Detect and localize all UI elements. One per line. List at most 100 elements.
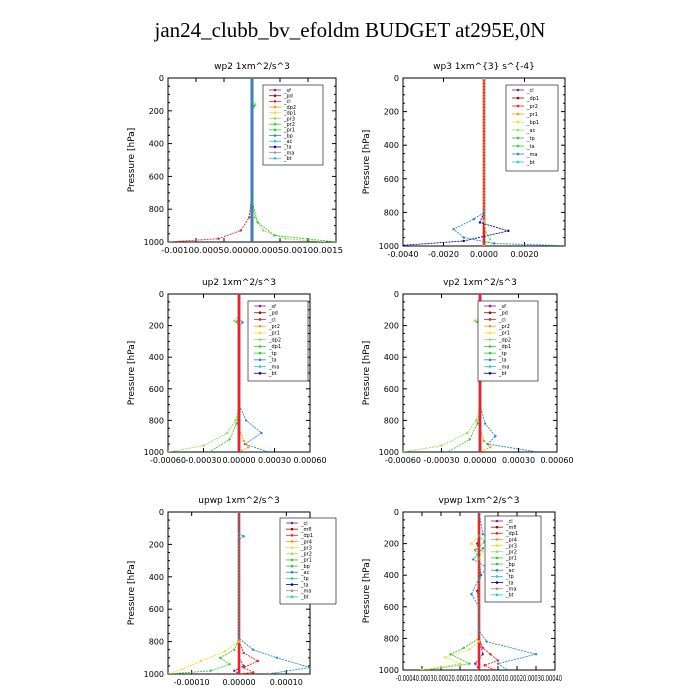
x-tick-label: -0.00010: [174, 678, 210, 687]
series-point: [489, 446, 492, 449]
y-tick-label: 600: [149, 605, 164, 614]
legend-entry: _sf: [498, 304, 506, 310]
legend-marker: [488, 338, 492, 341]
y-tick-label: 400: [149, 353, 164, 362]
series-point: [482, 219, 486, 222]
series-point: [474, 662, 477, 665]
legend-marker: [290, 540, 294, 543]
series-point: [446, 450, 450, 452]
y-tick-label: 200: [149, 322, 164, 331]
series-point: [233, 648, 236, 651]
legend: _cl_mfl_dp1_pr4_pr3_pr2_pr1_bp_ac_tp_ta_…: [279, 517, 337, 605]
y-axis-label: Pressure [hPa]: [127, 341, 137, 406]
series-line-_ta: [403, 78, 511, 246]
y-tick-label: 600: [384, 603, 399, 612]
legend-entry: _ma: [283, 150, 294, 156]
legend-entry: _cl: [300, 521, 308, 527]
series-point: [478, 221, 482, 224]
legend-entry: _cl: [283, 99, 291, 105]
panel-title: wp2 1xm^2/s^3: [214, 62, 290, 72]
series-point: [468, 662, 471, 665]
series-point: [493, 668, 496, 670]
legend-entry: _dp1: [268, 344, 281, 350]
legend-entry: _tp: [268, 351, 277, 357]
y-tick-label: 1000: [379, 242, 399, 251]
x-tick-label: -0.0020: [428, 250, 459, 259]
x-tick-label: -0.0040: [388, 250, 419, 259]
series-point: [267, 450, 270, 452]
series-point: [477, 512, 481, 514]
series-point: [168, 672, 170, 674]
legend-entry: _pr2: [283, 122, 295, 128]
series-point: [468, 438, 471, 441]
y-tick-label: 400: [149, 140, 164, 149]
panel-5: upwp 1xm^2/s^3 Pressure [hPa] 0 200 400 600 80…: [127, 496, 337, 687]
series-point: [252, 648, 255, 651]
x-tick-label: 0.00030: [502, 456, 535, 465]
y-tick-label: 0: [159, 74, 164, 83]
series-point: [273, 234, 276, 237]
series-point: [472, 558, 475, 561]
series-point: [484, 231, 488, 234]
legend-marker: [273, 100, 277, 103]
legend-marker: [290, 552, 294, 556]
series-point: [492, 242, 496, 245]
panel-3: up2 1xm^2/s^3 Pressure [hPa] 0 200 400 600 800…: [127, 278, 327, 465]
panel-2: wp3 1xm^{3} s^{-4} Pressure [hPa] 0 200 400 6…: [362, 62, 566, 259]
series-point: [237, 672, 241, 674]
legend-marker: [488, 324, 492, 328]
legend-marker: [495, 575, 499, 578]
series-point: [470, 542, 473, 545]
series-line-_ta: [238, 512, 310, 674]
series-point: [485, 640, 488, 643]
series-point: [284, 237, 287, 240]
legend-marker: [516, 88, 520, 92]
x-tick-label: -0.00100.00050.00000.00050.00100.0015: [161, 246, 343, 255]
legend-entry: _ac: [505, 568, 515, 574]
legend-entry: _pr3: [300, 545, 312, 551]
series-point: [403, 450, 405, 452]
legend-entry: _dp2: [498, 337, 511, 343]
legend-entry: _dp2: [283, 105, 296, 111]
y-tick-label: 1000: [144, 238, 164, 247]
legend-entry: _pr4: [505, 537, 517, 543]
series-point: [424, 668, 427, 670]
y-tick-label: 0: [394, 290, 399, 299]
y-tick-label: 600: [384, 385, 399, 394]
series-point: [440, 444, 443, 447]
series-point: [242, 666, 245, 669]
series-point: [168, 240, 170, 242]
x-tick-label: 0.00000: [222, 456, 255, 465]
legend-entry: _pr1: [300, 558, 312, 564]
series-point: [199, 659, 203, 663]
y-axis-label: Pressure [hPa]: [362, 341, 372, 406]
series-line-_pr2: [421, 512, 484, 670]
legend-entry: _dp2: [268, 337, 281, 343]
y-tick-label: 1000: [144, 670, 164, 679]
series-point: [252, 671, 255, 674]
series-point: [235, 422, 238, 425]
legend-marker: [516, 136, 520, 140]
x-tick-label: 0.00010: [270, 678, 303, 687]
legend: _cl _dp1 _pr2 _pr1 _bp1 _ac _tp _ta _ma _bt: [505, 84, 559, 172]
legend-marker: [516, 152, 520, 156]
legend-entry: _pr4: [300, 539, 312, 545]
legend-entry: _ma: [526, 152, 537, 158]
series-point: [470, 592, 473, 596]
series-group: [168, 294, 270, 452]
legend-marker: [516, 104, 520, 108]
series-point: [242, 439, 245, 443]
series-point: [536, 450, 539, 452]
series-point: [477, 605, 481, 608]
legend-entry: _dp1: [300, 533, 313, 539]
series-point: [237, 637, 241, 640]
legend-marker: [290, 577, 294, 580]
series-point: [235, 320, 238, 323]
legend: _sf_pd_cl_pr2_pr1_dp2_dp1_tp_ta_ma_bt: [477, 300, 539, 382]
x-tick-label: -0.00060: [150, 456, 186, 465]
series-point: [242, 651, 245, 655]
x-tick-label: 0.00000: [463, 456, 496, 465]
series-point: [507, 229, 510, 233]
legend-marker: [495, 587, 499, 590]
legend-entry: _cl: [505, 519, 513, 525]
